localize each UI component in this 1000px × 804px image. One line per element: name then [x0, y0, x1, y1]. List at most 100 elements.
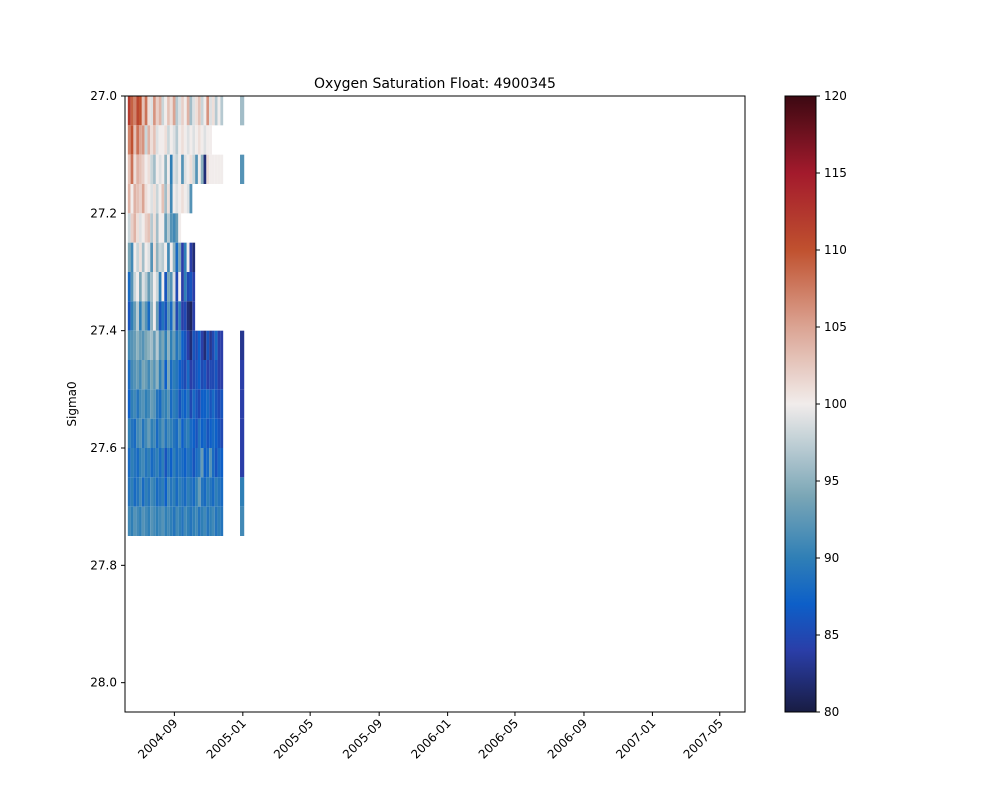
heatmap-cell [183, 506, 187, 536]
heatmap-cell [186, 506, 190, 536]
y-tick-label: 28.0 [90, 676, 117, 690]
heatmap-cell [211, 96, 215, 126]
heatmap-cell [167, 272, 170, 302]
heatmap-cell [155, 96, 159, 126]
heatmap-cell [167, 154, 170, 184]
heatmap-cell [220, 389, 224, 419]
heatmap-cell [161, 389, 165, 419]
heatmap-cell [141, 506, 145, 536]
heatmap-cell [217, 154, 221, 184]
heatmap-cell [240, 448, 245, 478]
heatmap-cell [155, 301, 159, 331]
heatmap-cell [220, 330, 224, 360]
heatmap-cell [158, 96, 162, 126]
heatmap-cell [186, 418, 190, 448]
heatmap-cell [211, 389, 215, 419]
heatmap-cell [161, 154, 165, 184]
heatmap-cell [214, 96, 218, 126]
colorbar-tick-label: 115 [824, 166, 847, 180]
heatmap-cell [153, 360, 156, 390]
heatmap-cell [147, 154, 151, 184]
heatmap-cell [178, 448, 182, 478]
heatmap-cell [217, 477, 221, 507]
heatmap-cell [158, 330, 162, 360]
heatmap-cell [141, 125, 145, 155]
heatmap-cell [127, 477, 131, 507]
heatmap-cell [161, 448, 165, 478]
heatmap-cell [172, 330, 176, 360]
heatmap-cell [172, 125, 176, 155]
heatmap-cell [169, 506, 173, 536]
heatmap-cell [144, 301, 148, 331]
heatmap-cell [153, 506, 156, 536]
heatmap-cell [186, 389, 190, 419]
heatmap-cell [164, 301, 168, 331]
heatmap-cell [133, 96, 137, 126]
heatmap-cell [195, 125, 198, 155]
heatmap-cell [183, 184, 187, 214]
heatmap-cell [139, 389, 142, 419]
heatmap-cell [158, 506, 162, 536]
heatmap-cell [147, 272, 151, 302]
heatmap-cell [211, 418, 215, 448]
heatmap-cell [192, 301, 196, 331]
y-tick-label: 27.4 [90, 324, 117, 338]
heatmap-cell [214, 477, 218, 507]
heatmap-cell [136, 184, 140, 214]
heatmap-cell [130, 301, 134, 331]
heatmap-cell [172, 418, 176, 448]
heatmap-cell [161, 330, 165, 360]
heatmap-cell [164, 272, 168, 302]
heatmap-cell [209, 360, 212, 390]
heatmap-cell [200, 389, 204, 419]
heatmap-cell [167, 184, 170, 214]
heatmap-cell [161, 272, 165, 302]
heatmap-cell [144, 213, 148, 243]
heatmap-cell [214, 506, 218, 536]
heatmap-cell [181, 272, 184, 302]
heatmap-cell [203, 418, 207, 448]
heatmap-cell [133, 506, 137, 536]
heatmap-cell [172, 389, 176, 419]
heatmap-cell [178, 242, 182, 272]
heatmap-cell [147, 184, 151, 214]
heatmap-cell [141, 301, 145, 331]
heatmap-cell [172, 154, 176, 184]
heatmap-cell [161, 506, 165, 536]
heatmap-cell [209, 477, 212, 507]
heatmap-cell [214, 154, 218, 184]
heatmap-cell [240, 360, 245, 390]
heatmap-cell [164, 506, 168, 536]
heatmap-cell [167, 301, 170, 331]
heatmap-cell [139, 477, 142, 507]
heatmap-cell [136, 477, 140, 507]
heatmap-cell [175, 184, 179, 214]
heatmap-cell [206, 477, 210, 507]
heatmap-cell [172, 184, 176, 214]
heatmap-cell [136, 213, 140, 243]
heatmap-cell [217, 96, 221, 126]
heatmap-cell [186, 477, 190, 507]
heatmap-cell [139, 242, 142, 272]
heatmap-cell [175, 301, 179, 331]
heatmap-cell [167, 448, 170, 478]
heatmap-cell [192, 330, 196, 360]
heatmap-cell [197, 330, 201, 360]
heatmap-cell [195, 506, 198, 536]
heatmap-cell [192, 125, 196, 155]
heatmap-cell [164, 96, 168, 126]
heatmap-cell [189, 389, 193, 419]
heatmap-cell [127, 272, 131, 302]
colorbar-axis: 80 85 90 95 100 105 110 115 120 [816, 89, 847, 719]
heatmap-cell [164, 360, 168, 390]
heatmap-cell [183, 477, 187, 507]
heatmap-cell [209, 448, 212, 478]
heatmap-cell [153, 213, 156, 243]
heatmap-cell [130, 154, 134, 184]
heatmap-cell [200, 154, 204, 184]
heatmap-cell [209, 389, 212, 419]
heatmap-cell [133, 448, 137, 478]
heatmap-cell [189, 477, 193, 507]
heatmap-cell [197, 477, 201, 507]
